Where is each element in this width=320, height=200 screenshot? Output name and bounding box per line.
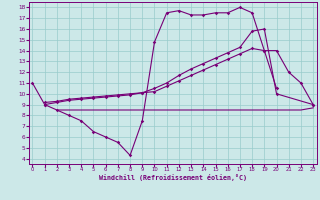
X-axis label: Windchill (Refroidissement éolien,°C): Windchill (Refroidissement éolien,°C): [99, 174, 247, 181]
